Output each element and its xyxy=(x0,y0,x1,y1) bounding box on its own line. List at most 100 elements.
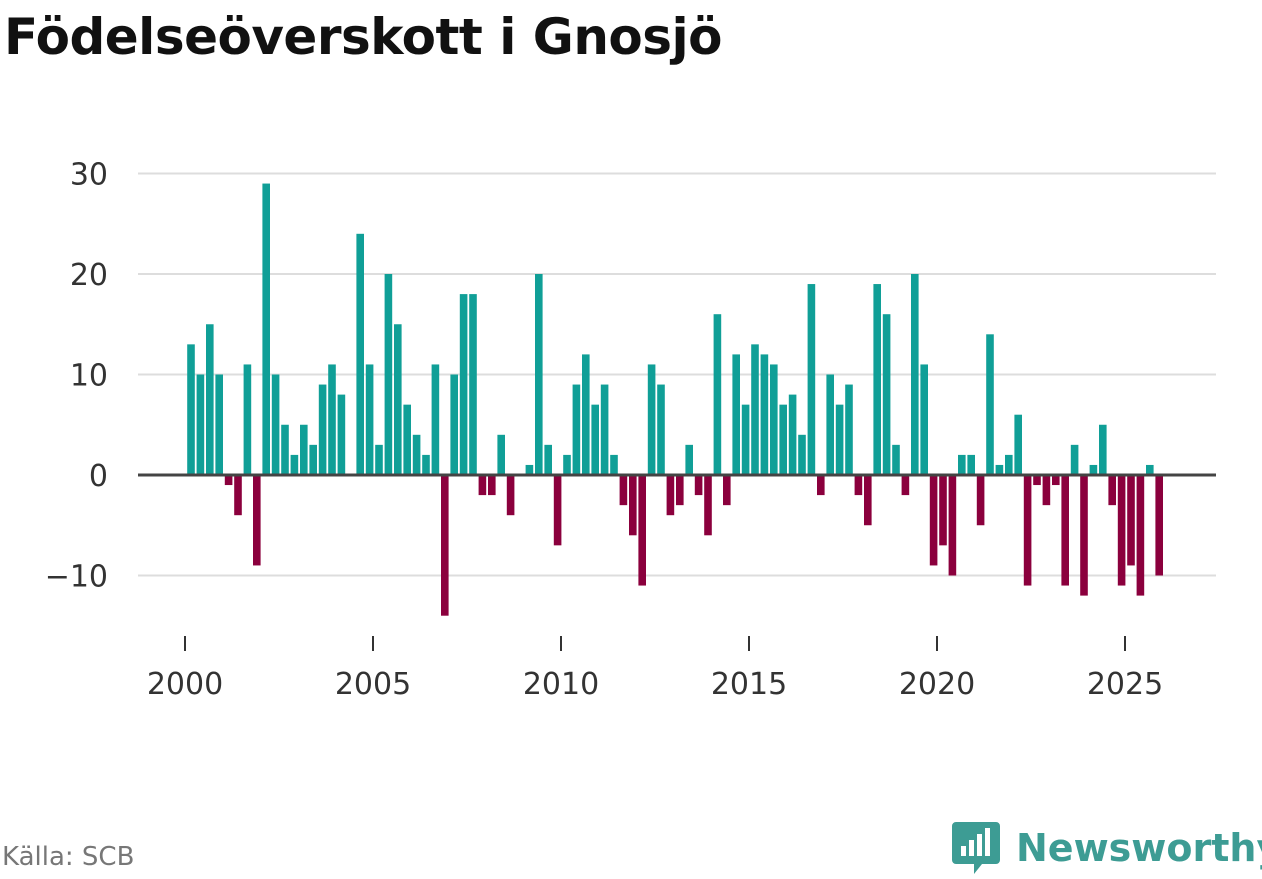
bar xyxy=(920,364,928,475)
bar xyxy=(591,404,599,475)
bar xyxy=(234,475,242,516)
bar xyxy=(1014,414,1022,475)
bar xyxy=(760,354,769,475)
x-tick-label: 2010 xyxy=(523,667,599,702)
bar xyxy=(939,475,947,546)
bar xyxy=(1042,475,1051,506)
y-tick-label: 30 xyxy=(70,158,108,193)
bar xyxy=(525,464,534,475)
bar xyxy=(506,475,515,516)
bar xyxy=(478,475,487,496)
bar xyxy=(976,475,985,526)
bar xyxy=(384,274,393,475)
grid-lines xyxy=(138,172,1216,577)
bar xyxy=(224,475,233,486)
bar xyxy=(1080,475,1088,596)
bar xyxy=(873,284,881,475)
bar xyxy=(600,384,609,475)
bar xyxy=(206,324,214,475)
bar xyxy=(497,434,505,475)
bar xyxy=(685,444,693,475)
bar xyxy=(845,384,853,475)
bar xyxy=(666,475,675,516)
bar xyxy=(290,454,299,475)
bar xyxy=(469,294,477,475)
bar xyxy=(300,424,308,475)
bar xyxy=(572,384,581,475)
bar xyxy=(864,475,872,526)
bar xyxy=(638,475,646,586)
bar xyxy=(817,475,825,496)
x-tick-label: 2005 xyxy=(335,667,411,702)
brand-logo: Newsworthy xyxy=(950,820,1262,876)
bar xyxy=(986,334,994,475)
bar xyxy=(854,475,863,496)
bar xyxy=(553,475,562,546)
bar xyxy=(826,374,834,475)
chart-title: Födelseöverskott i Gnosjö xyxy=(4,8,723,66)
bar xyxy=(610,454,618,475)
x-tick-label: 2015 xyxy=(711,667,787,702)
bar xyxy=(713,314,722,475)
bar xyxy=(995,464,1004,475)
bar xyxy=(394,324,402,475)
bar xyxy=(901,475,910,496)
bar xyxy=(544,444,552,475)
bar xyxy=(948,475,957,576)
bar xyxy=(1099,424,1107,475)
bar xyxy=(1127,475,1135,566)
bar xyxy=(271,374,280,475)
bar xyxy=(422,454,430,475)
bar xyxy=(488,475,496,496)
bar xyxy=(309,444,317,475)
bar xyxy=(629,475,637,536)
bar xyxy=(262,183,270,476)
bar xyxy=(215,374,223,475)
source-note: Källa: SCB xyxy=(2,842,135,872)
bar xyxy=(1117,475,1126,586)
bar xyxy=(450,374,458,475)
bar xyxy=(1033,475,1041,486)
bar xyxy=(798,434,806,475)
bar xyxy=(732,354,740,475)
bar xyxy=(967,454,975,475)
bar xyxy=(328,364,336,475)
bar xyxy=(459,294,468,475)
bar xyxy=(619,475,628,506)
bar xyxy=(647,364,656,475)
bar xyxy=(1052,475,1060,486)
bar xyxy=(1023,475,1032,586)
bar xyxy=(929,475,938,566)
y-axis-labels: 30 20 10 0 −10 xyxy=(45,158,108,595)
bar xyxy=(779,404,787,475)
x-tick-label: 2020 xyxy=(899,667,975,702)
bar xyxy=(196,374,205,475)
bar xyxy=(403,404,411,475)
bar xyxy=(337,394,346,475)
bar xyxy=(1136,475,1145,596)
bar xyxy=(431,364,440,475)
bar xyxy=(741,404,750,475)
x-tick-label: 2025 xyxy=(1087,667,1163,702)
x-tick-label: 2000 xyxy=(147,667,223,702)
y-tick-label: 20 xyxy=(70,258,108,293)
bar xyxy=(1005,454,1013,475)
bar xyxy=(535,274,543,475)
bar xyxy=(281,424,289,475)
bar xyxy=(356,233,364,475)
bar xyxy=(318,384,327,475)
bar xyxy=(723,475,731,506)
bar xyxy=(243,364,252,475)
bar xyxy=(892,444,900,475)
bar xyxy=(676,475,684,506)
y-tick-label: 10 xyxy=(70,359,108,394)
bar xyxy=(563,454,571,475)
bar xyxy=(441,475,449,616)
bar xyxy=(187,344,195,475)
bar xyxy=(1070,444,1079,475)
bar xyxy=(1146,464,1154,475)
bar xyxy=(807,284,816,475)
bar xyxy=(835,404,844,475)
bar xyxy=(1155,475,1163,576)
